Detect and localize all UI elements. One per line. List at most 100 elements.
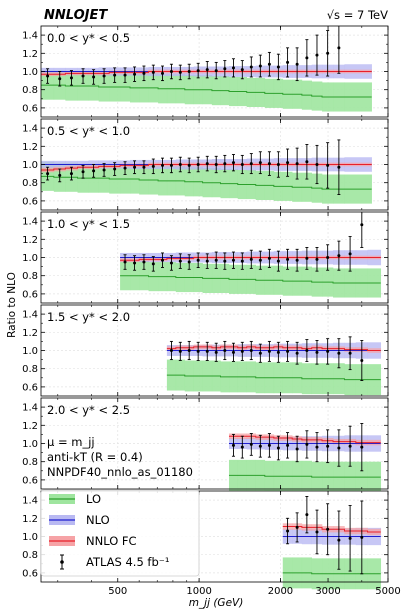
data-point — [151, 262, 155, 266]
y-tick-label: 1.4 — [22, 496, 38, 507]
legend-item-nnlo: NNLO FC — [49, 534, 137, 548]
y-tick-label: 1.0 — [22, 439, 38, 450]
data-point — [81, 74, 85, 78]
y-tick-label: 0.8 — [22, 457, 38, 468]
data-point — [295, 258, 299, 262]
data-point — [187, 70, 191, 73]
data-point — [142, 260, 146, 264]
y-tick-label: 1.0 — [22, 160, 38, 171]
y-tick-label: 0.6 — [22, 103, 38, 114]
data-point — [305, 442, 309, 446]
energy-label: √s = 7 TeV — [327, 8, 388, 22]
data-point — [315, 350, 319, 354]
data-point — [326, 51, 330, 55]
x-tick-label: 2000 — [268, 586, 293, 597]
nnlo-line — [41, 164, 372, 171]
data-point — [348, 252, 352, 256]
data-point — [337, 351, 341, 355]
legend-lo-label: LO — [86, 492, 101, 506]
data-point — [231, 443, 235, 447]
panel-title: 2.0 < y* < 2.5 — [47, 403, 130, 417]
x-tick-label: 1000 — [186, 586, 211, 597]
data-point — [315, 445, 319, 449]
panel-title: 0.0 < y* < 0.5 — [47, 31, 130, 45]
info-line-scale: μ = m_jj — [47, 435, 95, 449]
data-point — [337, 165, 341, 169]
x-tick-label: 5000 — [375, 586, 400, 597]
data-point — [205, 68, 209, 72]
y-tick-label: 1.2 — [22, 49, 38, 60]
data-point — [276, 350, 280, 354]
data-point — [326, 444, 330, 448]
data-point — [249, 349, 253, 352]
legend-item-data: ATLAS 4.5 fb⁻¹ — [60, 554, 169, 570]
data-point — [295, 525, 299, 529]
data-point — [231, 161, 235, 165]
info-line-pdf: NNPDF40_nnlo_as_01180 — [47, 465, 193, 479]
panel-3: 0.6 0.8 1.0 1.2 1.4 1.0 < y* < 1.5 — [22, 211, 389, 304]
data-point — [178, 70, 182, 74]
y-tick-label: 1.0 — [22, 346, 38, 357]
data-point — [240, 259, 244, 263]
data-point — [214, 163, 218, 166]
legend-nlo-label: NLO — [86, 513, 110, 527]
panel-2: 0.6 0.8 1.0 1.2 1.4 0.5 < y* < 1.0 — [22, 118, 389, 211]
lo-line — [120, 275, 381, 284]
data-point — [123, 166, 127, 170]
data-point — [160, 163, 164, 167]
logo-title: NNLOJET — [44, 8, 108, 23]
y-tick-label: 1.0 — [22, 253, 38, 264]
x-axis-label: m_jj (GeV) — [189, 597, 244, 609]
data-point — [69, 172, 73, 176]
y-tick-label: 1.4 — [22, 124, 38, 135]
data-point — [223, 259, 227, 263]
data-point — [315, 53, 319, 57]
data-point — [249, 442, 253, 446]
data-point — [223, 349, 227, 352]
data-point — [178, 259, 182, 263]
data-point — [295, 162, 299, 166]
data-point — [69, 76, 73, 80]
data-point — [240, 445, 244, 449]
data-point — [46, 74, 50, 78]
data-point — [92, 169, 96, 173]
y-tick-label: 0.8 — [22, 550, 38, 561]
data-point — [315, 530, 319, 534]
data-point — [205, 349, 209, 353]
data-point — [223, 162, 227, 166]
data-point — [142, 71, 146, 75]
data-point — [267, 162, 271, 166]
data-point — [348, 536, 352, 540]
y-tick-label: 1.2 — [22, 514, 38, 525]
data-point — [151, 164, 155, 168]
data-point — [223, 67, 227, 71]
panel-title: 1.0 < y* < 1.5 — [47, 217, 130, 231]
data-point — [295, 62, 299, 66]
data-point — [123, 73, 127, 77]
data-point — [178, 163, 182, 166]
data-point — [231, 66, 235, 70]
y-tick-label: 1.4 — [22, 31, 38, 42]
data-point — [196, 258, 200, 262]
legend-frame — [40, 489, 200, 577]
data-point — [187, 260, 191, 264]
data-point — [267, 256, 271, 260]
data-point — [267, 62, 271, 66]
data-point — [286, 257, 290, 261]
legend-item-lo: LO — [49, 492, 101, 506]
legend-item-nlo: NLO — [49, 513, 110, 527]
lo-line — [228, 474, 381, 478]
y-tick-label: 0.8 — [22, 364, 38, 375]
data-point — [258, 64, 262, 68]
info-box: μ = m_jj anti-kT (R = 0.4) NNPDF40_nnlo_… — [47, 435, 193, 479]
data-point — [337, 446, 341, 450]
data-point — [205, 162, 209, 166]
y-tick-label: 0.6 — [22, 196, 38, 207]
y-tick-label: 1.2 — [22, 142, 38, 153]
data-point — [258, 351, 262, 355]
data-point — [315, 163, 319, 166]
x-tick-label: 500 — [108, 586, 127, 597]
y-tick-label: 0.8 — [22, 178, 38, 189]
data-point — [295, 447, 299, 451]
